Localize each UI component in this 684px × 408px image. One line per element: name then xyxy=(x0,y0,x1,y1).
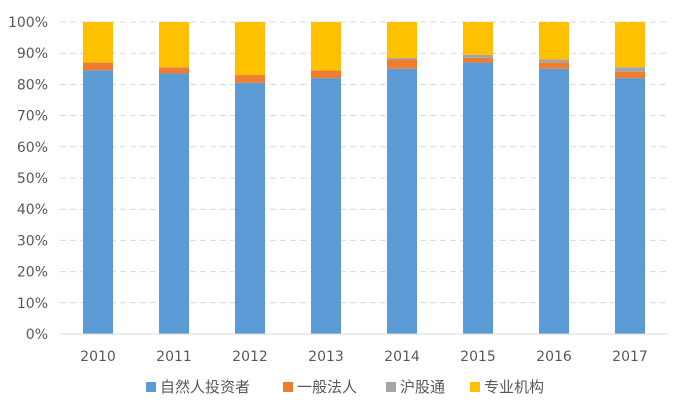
gridlines xyxy=(60,21,668,304)
bar-segment xyxy=(83,22,113,63)
x-tick-label: 2010 xyxy=(80,349,116,365)
legend-marker xyxy=(470,382,480,392)
bar-segment xyxy=(83,70,113,335)
bar-segment xyxy=(539,62,569,69)
bar-segment xyxy=(615,67,645,72)
y-tick-label: 30% xyxy=(17,233,48,249)
bar-segment xyxy=(387,68,417,335)
bar-segment xyxy=(463,54,493,58)
bar-segment xyxy=(311,78,341,334)
x-tick-label: 2012 xyxy=(232,349,268,365)
x-tick-label: 2017 xyxy=(612,349,648,365)
bar-segment xyxy=(615,71,645,79)
legend-marker xyxy=(146,382,156,392)
y-tick-label: 40% xyxy=(17,202,48,218)
bar-segment xyxy=(463,62,493,335)
x-axis: 2010 2011 2012 2013 2014 2015 2016 2017 xyxy=(60,333,668,365)
x-tick-label: 2013 xyxy=(308,349,344,365)
bar-segment xyxy=(159,73,189,334)
y-tick-label: 80% xyxy=(17,77,48,93)
y-tick-label: 10% xyxy=(17,296,48,312)
bar-segment xyxy=(463,22,493,55)
bar-segment xyxy=(539,68,569,335)
bar-segment xyxy=(387,22,417,58)
legend-label: 沪股通 xyxy=(400,378,445,396)
y-axis-ticks: 0% 10% 20% 30% 40% 50% 60% 70% 80% 90% 100% xyxy=(8,15,48,343)
bar-segment xyxy=(311,70,341,79)
y-tick-label: 100% xyxy=(8,15,48,31)
x-tick-label: 2011 xyxy=(156,349,192,365)
legend: 自然人投资者 一般法人 沪股通 专业机构 xyxy=(146,378,544,396)
x-tick-label: 2015 xyxy=(460,349,496,365)
bar-segment xyxy=(83,62,113,71)
x-tick-label: 2016 xyxy=(536,349,572,365)
bars xyxy=(83,22,645,335)
bar-segment xyxy=(539,59,569,63)
bar-segment xyxy=(539,22,569,60)
y-tick-label: 70% xyxy=(17,109,48,125)
legend-marker xyxy=(386,382,396,392)
bar-segment xyxy=(387,57,417,60)
bar-segment xyxy=(159,22,189,68)
y-tick-label: 0% xyxy=(26,327,48,343)
bar-segment xyxy=(463,57,493,63)
legend-label: 一般法人 xyxy=(297,378,357,396)
bar-segment xyxy=(235,82,265,334)
y-tick-label: 50% xyxy=(17,171,48,187)
bar-segment xyxy=(235,22,265,76)
y-tick-label: 20% xyxy=(17,265,48,281)
bar-segment xyxy=(159,67,189,74)
y-tick-label: 60% xyxy=(17,140,48,156)
bar-segment xyxy=(387,59,417,69)
legend-label: 专业机构 xyxy=(484,378,544,396)
bar-segment xyxy=(235,75,265,83)
bar-segment xyxy=(615,78,645,334)
y-tick-label: 90% xyxy=(17,46,48,62)
bar-segment xyxy=(615,22,645,68)
legend-marker xyxy=(283,382,293,392)
bar-segment xyxy=(311,22,341,71)
legend-label: 自然人投资者 xyxy=(160,378,250,396)
x-tick-label: 2014 xyxy=(384,349,420,365)
